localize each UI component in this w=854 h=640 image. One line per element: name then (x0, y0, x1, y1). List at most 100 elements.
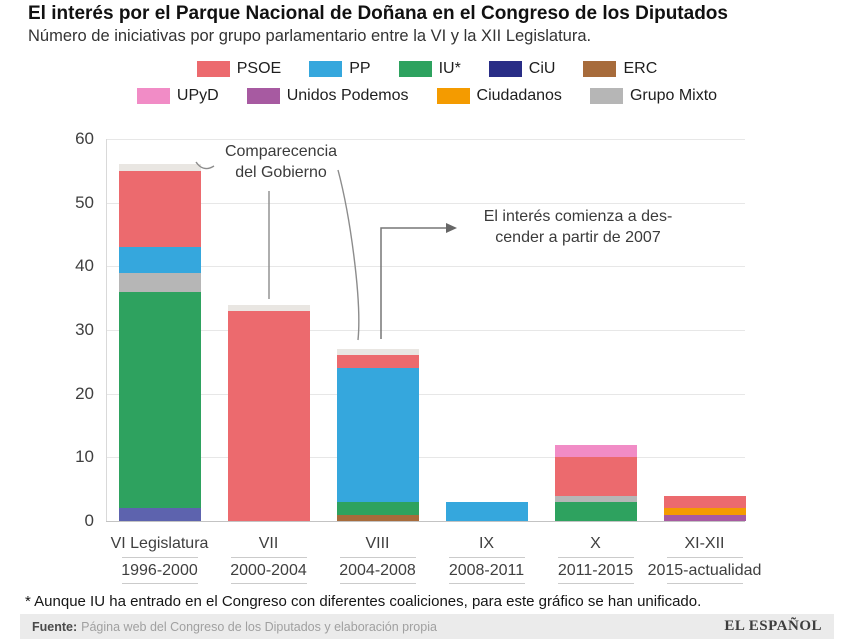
legend-item-iu*: IU* (398, 60, 461, 78)
x-label-roman-4: IX (478, 535, 495, 552)
x-label-roman-2: VII (258, 535, 279, 552)
bar-5-segment-iu* (554, 501, 637, 521)
x-label-roman-3: VIII (365, 535, 390, 552)
x-label-years-4: 2008-2011 (448, 562, 525, 579)
legend-item-grupo-mixto: Grupo Mixto (589, 87, 718, 105)
bar-5-segment-grupo-mixto (554, 495, 637, 502)
legend-label: IU* (438, 60, 461, 77)
x-label-divider-4 (448, 557, 525, 558)
y-tick-label-60: 60 (75, 129, 94, 148)
y-axis-line (106, 139, 107, 521)
x-years-divider-6 (666, 583, 743, 584)
legend-row-2: UPyD Unidos Podemos Ciudadanos Grupo Mixto (37, 87, 817, 105)
x-label-divider-1 (121, 557, 198, 558)
bar-5-segment-psoe (554, 457, 637, 496)
legend-item-erc: ERC (583, 60, 657, 78)
legend-label: PP (349, 60, 371, 77)
legend-swatch-icon (246, 88, 280, 104)
gridline-30 (106, 330, 745, 331)
x-years-divider-2 (230, 583, 307, 584)
annotation-comparecencia: Comparecencia del Gobierno (224, 143, 338, 182)
footnote: * Aunque IU ha entrado en el Congreso co… (25, 593, 702, 610)
x-label-years-6: 2015-actualidad (647, 562, 762, 579)
bar-1-segment-pp (118, 247, 201, 273)
gridline-0 (106, 521, 745, 522)
footer-bar: Fuente: Página web del Congreso de los Di… (20, 614, 834, 639)
y-tick-label-30: 30 (75, 320, 94, 339)
bar-5-segment-upyd (554, 444, 637, 458)
bar-3-segment-iu* (336, 501, 419, 515)
gridline-40 (106, 266, 745, 268)
source-label: Fuente: (32, 619, 78, 634)
legend-label: Ciudadanos (476, 87, 562, 104)
legend-swatch-icon (488, 61, 522, 77)
bar-4-segment-pp (445, 501, 528, 521)
y-tick-label-10: 10 (75, 447, 94, 467)
bar-2-segment-comparecencia-del-gobierno (227, 304, 310, 311)
legend-item-unidos-podemos: Unidos Podemos (246, 87, 409, 105)
legend-label: Grupo Mixto (629, 87, 718, 104)
bar-3-segment-erc (336, 514, 419, 521)
x-label-divider-2 (230, 557, 307, 558)
bar-3-segment-pp (336, 368, 419, 502)
bar-1-segment-ciu (118, 508, 201, 521)
x-label-divider-6 (666, 557, 743, 558)
annotation-descenso: El interés comienza a des- cender a part… (483, 208, 673, 247)
x-label-divider-3 (339, 557, 416, 558)
brand-logo: EL ESPAÑOL (724, 618, 822, 634)
bar-1-segment-psoe (118, 170, 201, 248)
bar-1-segment-comparecencia-del-gobierno (118, 164, 201, 171)
x-label-years-3: 2004-2008 (339, 562, 416, 579)
bar-3-segment-comparecencia-del-gobierno (336, 349, 419, 356)
bar-6-segment-unidos-podemos (663, 514, 746, 521)
legend-label: ERC (623, 60, 658, 77)
x-label-years-1: 1996-2000 (121, 562, 198, 579)
x-label-divider-5 (557, 557, 634, 558)
y-tick-label-20: 20 (75, 383, 94, 403)
legend-row-1: PSOE PP IU* CiU ERC (37, 60, 817, 78)
bar-6-segment-psoe (663, 495, 746, 509)
x-label-roman-5: X (590, 535, 601, 552)
bar-1-segment-grupo-mixto (118, 272, 201, 292)
gridline-20 (106, 393, 745, 395)
legend-swatch-icon (436, 88, 470, 104)
x-years-divider-1 (121, 583, 198, 584)
bar-3-segment-psoe (336, 355, 419, 369)
x-years-divider-3 (339, 583, 416, 584)
y-tick-label-40: 40 (75, 256, 94, 276)
legend-label: Unidos Podemos (286, 87, 409, 104)
legend-item-pp: PP (309, 60, 371, 78)
source-text: Fuente: Página web del Congreso de los Di… (32, 619, 437, 634)
legend-item-psoe: PSOE (196, 60, 282, 78)
legend-swatch-icon (583, 61, 617, 77)
legend-label: UPyD (176, 87, 219, 104)
x-label-years-2: 2000-2004 (230, 562, 307, 579)
bar-1-segment-iu* (118, 291, 201, 509)
gridline-10 (106, 457, 745, 459)
legend-swatch-icon (398, 61, 432, 77)
legend: PSOE PP IU* CiU ERC UPyD Unidos Podemos Ciudada… (37, 60, 817, 114)
gridline-60 (106, 139, 745, 140)
x-label-years-5: 2011-2015 (557, 562, 634, 579)
y-tick-label-50: 50 (75, 192, 94, 212)
legend-item-upyd: UPyD (136, 87, 219, 105)
bar-2-segment-psoe (227, 310, 310, 521)
gridline-50 (106, 202, 745, 204)
bar-6-segment-ciudadanos (663, 508, 746, 515)
x-years-divider-5 (557, 583, 634, 584)
page-subtitle: Número de iniciativas por grupo parlamen… (28, 27, 592, 45)
legend-swatch-icon (196, 61, 230, 77)
legend-swatch-icon (136, 88, 170, 104)
x-years-divider-4 (448, 583, 525, 584)
y-tick-label-0: 0 (84, 511, 94, 530)
legend-item-ciu: CiU (488, 60, 556, 78)
x-label-roman-1: VI Legislatura (110, 535, 209, 552)
legend-swatch-icon (309, 61, 343, 77)
legend-item-ciudadanos: Ciudadanos (436, 87, 562, 105)
legend-label: PSOE (236, 60, 282, 77)
legend-label: CiU (528, 60, 556, 77)
x-label-roman-6: XI-XII (684, 535, 725, 552)
legend-swatch-icon (589, 88, 623, 104)
